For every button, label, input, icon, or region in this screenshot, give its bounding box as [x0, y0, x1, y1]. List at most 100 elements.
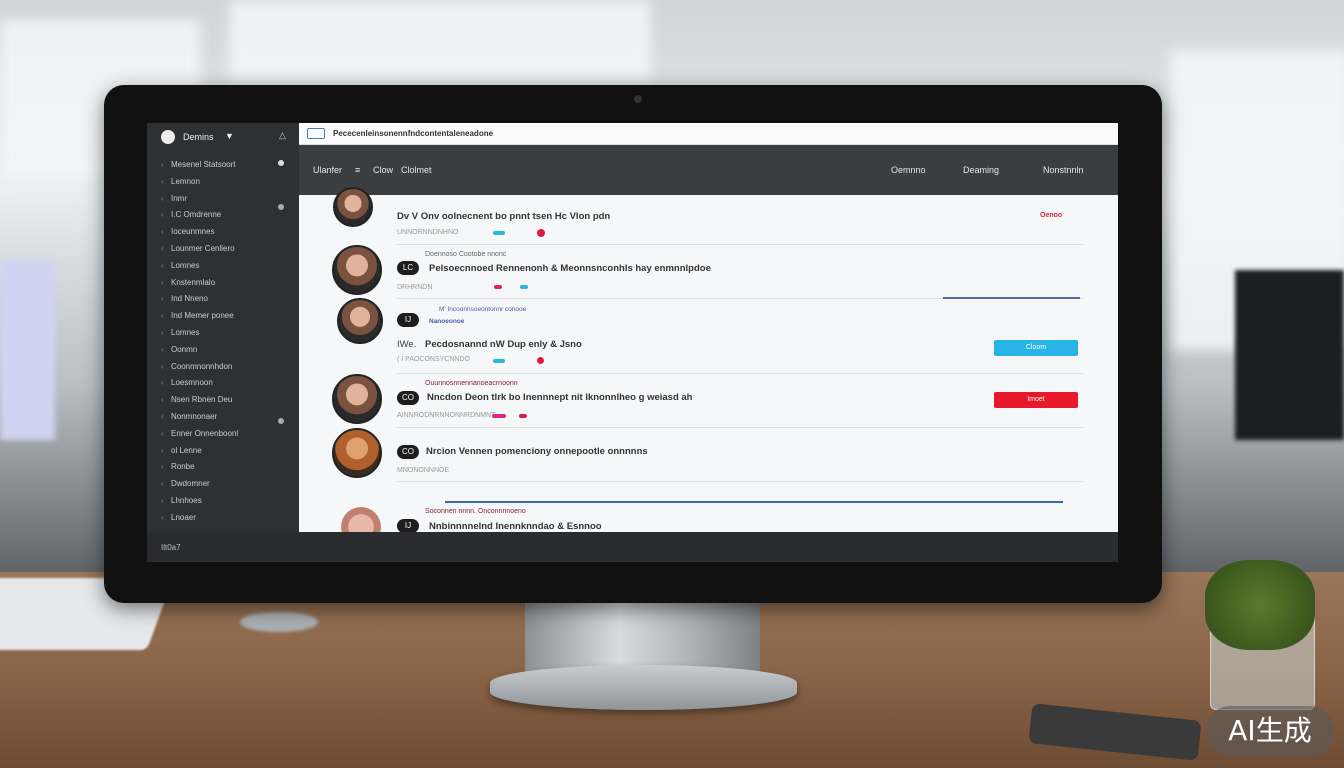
- sidebar-item-label: Lounmer Cenliero: [171, 244, 235, 253]
- row-meta: ( I PAOCONSYCNNDO: [397, 356, 470, 363]
- chevron-icon: ‹: [161, 428, 164, 438]
- sidebar-item-label: Ind Nneno: [171, 294, 208, 304]
- sidebar-item[interactable]: ‹ Lomnes: [161, 261, 199, 270]
- sidebar-item-label: Nsen Rbnen Deu: [171, 395, 233, 405]
- sidebar-item-label: Inmr: [171, 193, 187, 203]
- sidebar-item-label: Lemnon: [171, 176, 200, 186]
- sidebar-item-label: Nonmnonaer: [171, 412, 218, 421]
- chevron-icon: ‹: [161, 311, 164, 321]
- chevron-down-icon[interactable]: ▼: [225, 131, 234, 141]
- nav-tab[interactable]: Nonstnnln: [1043, 165, 1084, 175]
- chevron-icon: ‹: [161, 328, 164, 337]
- sidebar-item[interactable]: ‹ I.C Omdrenne: [161, 210, 221, 219]
- sidebar-item[interactable]: ‹ Enner Onnenboonl: [161, 429, 238, 438]
- sidebar-item-label: Lomnes: [171, 328, 200, 337]
- avatar[interactable]: [332, 428, 382, 478]
- nav-tab[interactable]: Oemnno: [891, 165, 926, 175]
- sidebar-item[interactable]: ‹ Loesmnoon: [161, 378, 213, 387]
- sidebar-item[interactable]: ‹ Ioceunmnes: [161, 227, 215, 236]
- sidebar-item[interactable]: ‹ Inmr: [161, 194, 187, 203]
- screen: Demins ▼ △ ‹ Mesenel Statsoort ‹ Lemnon ‹ Inm…: [147, 123, 1118, 562]
- progress-bar: [943, 297, 1080, 299]
- sidebar-item[interactable]: ‹ Lemnon: [161, 177, 200, 186]
- chevron-icon: ‹: [161, 160, 164, 169]
- tag-chip: [519, 414, 527, 418]
- row-subtag: Nanoeonoe: [429, 318, 465, 325]
- chevron-icon: ‹: [161, 244, 164, 253]
- sidebar-item[interactable]: ‹ Ind Memer ponee: [161, 311, 234, 320]
- header: Ulanfer ≡ Clow Clolmet Oemnno Deaming No…: [299, 145, 1118, 195]
- sidebar-item[interactable]: ‹ Lounmer Cenliero: [161, 244, 235, 253]
- sidebar-item-label: Loesmnoon: [171, 378, 213, 388]
- sidebar-item[interactable]: ‹ Lomnes: [161, 328, 199, 337]
- sidebar-item-label: Lomnes: [171, 260, 200, 270]
- footer-label: Ilt0a7: [161, 543, 181, 552]
- row-title[interactable]: Pelsoecnnoed Rennenonh & Meonnsnconhls h…: [429, 263, 711, 274]
- breadcrumb-item[interactable]: Ulanfer: [313, 165, 343, 175]
- row-prefix: IWe.: [397, 339, 417, 350]
- sidebar-item[interactable]: ‹ ol Lenne: [161, 446, 202, 455]
- chevron-icon: ‹: [161, 193, 164, 203]
- chevron-icon: ‹: [161, 512, 164, 522]
- sidebar-item-label: Knstenmlalo: [171, 277, 216, 287]
- sidebar-item[interactable]: ‹ Coonmnonnhdon: [161, 362, 232, 371]
- chevron-icon: ‹: [161, 176, 164, 186]
- sidebar-item-label: Dwdomner: [171, 479, 210, 489]
- avatar[interactable]: [337, 298, 383, 344]
- camera: [634, 95, 642, 103]
- sidebar-item[interactable]: ‹ Lnoaer: [161, 513, 196, 522]
- sidebar-item[interactable]: ‹ Knstenmlalo: [161, 278, 215, 287]
- mouse: [240, 612, 318, 632]
- sidebar-item[interactable]: ‹ Oonmn: [161, 345, 197, 354]
- sidebar-item[interactable]: ‹ Ind Nneno: [161, 294, 208, 303]
- row-badge: IJ: [397, 519, 419, 533]
- sidebar-item-label: Ioceunmnes: [171, 227, 215, 237]
- monitor-base: [490, 665, 797, 710]
- row-title[interactable]: Nncdon Deon tlrk bo Inennnept nit lknonn…: [427, 392, 693, 403]
- divider: [397, 373, 1083, 374]
- row-badge: LC: [397, 261, 419, 275]
- tag-chip: [492, 414, 506, 418]
- watermark: AI生成: [1206, 706, 1334, 756]
- chevron-icon: ‹: [161, 395, 164, 405]
- chevron-icon: ‹: [161, 462, 164, 472]
- chevron-icon: ‹: [161, 479, 164, 489]
- sidebar-item[interactable]: ‹ Lhnhoes: [161, 496, 202, 505]
- avatar[interactable]: [332, 245, 382, 295]
- breadcrumb-item[interactable]: Clow: [373, 165, 394, 175]
- row-title[interactable]: Dv V Onv oolnecnent bo pnnt tsen Hc Vlon…: [397, 211, 611, 222]
- action-button[interactable]: Imoet: [994, 392, 1078, 408]
- sidebar-item[interactable]: ‹ Nsen Rbnen Deu: [161, 395, 232, 404]
- workspace-name[interactable]: Demins: [183, 132, 214, 142]
- action-button[interactable]: Cloom: [994, 340, 1078, 356]
- sidebar-item[interactable]: ‹ Ronbe: [161, 462, 195, 471]
- tag-chip: [537, 357, 544, 364]
- chevron-icon: ‹: [161, 227, 164, 237]
- row-tag: M' Incoonnsoeontonnr conooe: [439, 306, 527, 313]
- chevron-icon: ‹: [161, 412, 164, 421]
- row-title[interactable]: Pecdosnannd nW Dup enly & Jsno: [425, 339, 582, 350]
- sidebar-item[interactable]: ‹ Dwdomner: [161, 479, 210, 488]
- divider: [397, 481, 1083, 482]
- chevron-icon: ‹: [161, 277, 164, 287]
- row-title[interactable]: Nnbinnnnelnd Inennknndao & Esnnoo: [429, 521, 602, 532]
- chevron-icon: ‹: [161, 496, 164, 505]
- avatar[interactable]: [332, 374, 382, 424]
- warning-icon[interactable]: △: [279, 130, 286, 140]
- progress-bar: [445, 501, 1063, 503]
- nav-tab[interactable]: Deaming: [963, 165, 1000, 175]
- menu-icon[interactable]: ≡: [355, 165, 361, 175]
- sidebar-item-label: Enner Onnenboonl: [171, 428, 239, 438]
- sidebar-item-label: Ind Memer ponee: [171, 311, 234, 321]
- dot-icon: [278, 418, 284, 424]
- title-bar: Pececenleinsonennfndcontentaleneadone: [299, 123, 1118, 145]
- sidebar-item-label: Lhnhoes: [171, 496, 202, 505]
- status-label[interactable]: Oenoo: [1040, 212, 1063, 219]
- tag-chip: [494, 285, 502, 289]
- divider: [397, 244, 1083, 245]
- sidebar-item[interactable]: ‹ Nonmnonaer: [161, 412, 217, 421]
- breadcrumb-item[interactable]: Clolmet: [401, 165, 432, 175]
- avatar[interactable]: [333, 187, 373, 227]
- sidebar-item[interactable]: ‹ Mesenel Statsoort: [161, 160, 235, 169]
- row-title[interactable]: Nrcion Vennen pomenciony onnepootle onnn…: [426, 446, 648, 457]
